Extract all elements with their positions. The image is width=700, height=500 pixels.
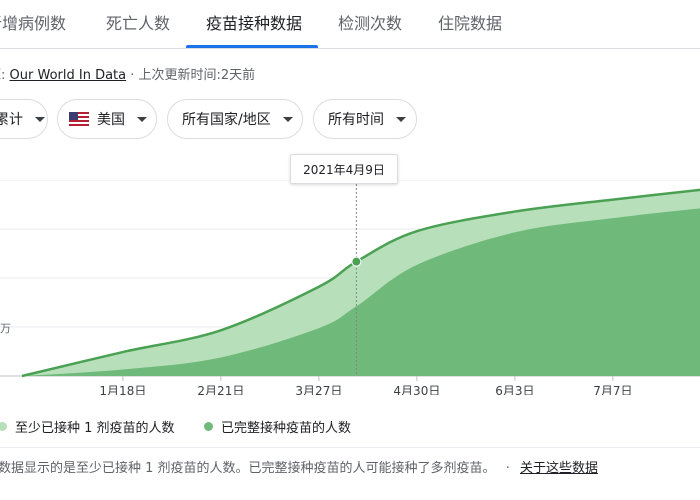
tab-hospitalizations[interactable]: 住院数据 [438,14,503,33]
legend-label: 已完整接种疫苗的人数 [221,421,352,436]
legend-dot [204,422,213,431]
tab-bar: 新增病例数 死亡人数 疫苗接种数据 检测次数 住院数据 [0,0,700,49]
note-separator: · [505,461,510,476]
tab-vaccinations[interactable]: 疫苗接种数据 [206,14,303,33]
x-tick-label: 3月27日 [295,384,342,395]
country-value: 美国 [97,112,125,128]
divider [0,447,700,448]
metric-dropdown[interactable]: 累计 [0,99,48,139]
legend-label: 至少已接种 1 剂疫苗的人数 [15,421,175,436]
active-tab-indicator [186,45,318,48]
note-text: 数据显示的是至少已接种 1 剂疫苗的人数。已完整接种疫苗的人可能接种了多剂疫苗。 [0,461,496,476]
data-note: 数据显示的是至少已接种 1 剂疫苗的人数。已完整接种疫苗的人可能接种了多剂疫苗。… [0,457,598,476]
legend-dot [0,422,7,431]
legend-item-at-least-one-dose[interactable]: 至少已接种 1 剂疫苗的人数 [0,417,175,436]
region-value: 所有国家/地区 [182,112,271,128]
tab-tests[interactable]: 检测次数 [338,14,403,33]
source-prefix: 源: [0,68,6,83]
x-tick-label: 2月21日 [197,384,244,395]
tab-new-cases[interactable]: 新增病例数 [0,14,67,33]
country-dropdown[interactable]: 美国 [57,99,157,139]
metric-value: 累计 [0,112,23,128]
chevron-down-icon [282,116,293,122]
us-flag-icon [69,112,89,126]
tab-deaths[interactable]: 死亡人数 [106,14,171,33]
legend-item-fully-vaccinated[interactable]: 已完整接种疫苗的人数 [204,417,351,436]
chevron-down-icon [137,116,147,122]
date-tooltip: 2021年4月9日 [290,154,398,184]
area-fully-vaccinated [22,208,700,376]
last-updated-text: · 上次更新时间:2天前 [130,68,256,83]
about-data-link[interactable]: 关于这些数据 [519,461,598,476]
source-line: 源: Our World In Data · 上次更新时间:2天前 [0,64,255,83]
y-tick-label: 万 [0,322,11,335]
vaccination-chart[interactable]: 1月18日2月21日3月27日4月30日6月3日7月7日8月 万 [0,180,700,395]
x-tick-label: 1月18日 [99,384,146,395]
chevron-down-icon [396,116,406,122]
line-at-least-one-dose [21,188,700,378]
source-link[interactable]: Our World In Data [9,68,127,83]
hover-point [351,256,362,267]
chevron-down-icon [35,116,45,122]
x-tick-label: 6月3日 [495,384,534,395]
x-tick-label: 4月30日 [393,384,440,395]
time-dropdown[interactable]: 所有时间 [313,99,417,139]
x-tick-label: 7月7日 [593,384,632,395]
region-dropdown[interactable]: 所有国家/地区 [167,99,303,139]
time-value: 所有时间 [328,112,384,128]
